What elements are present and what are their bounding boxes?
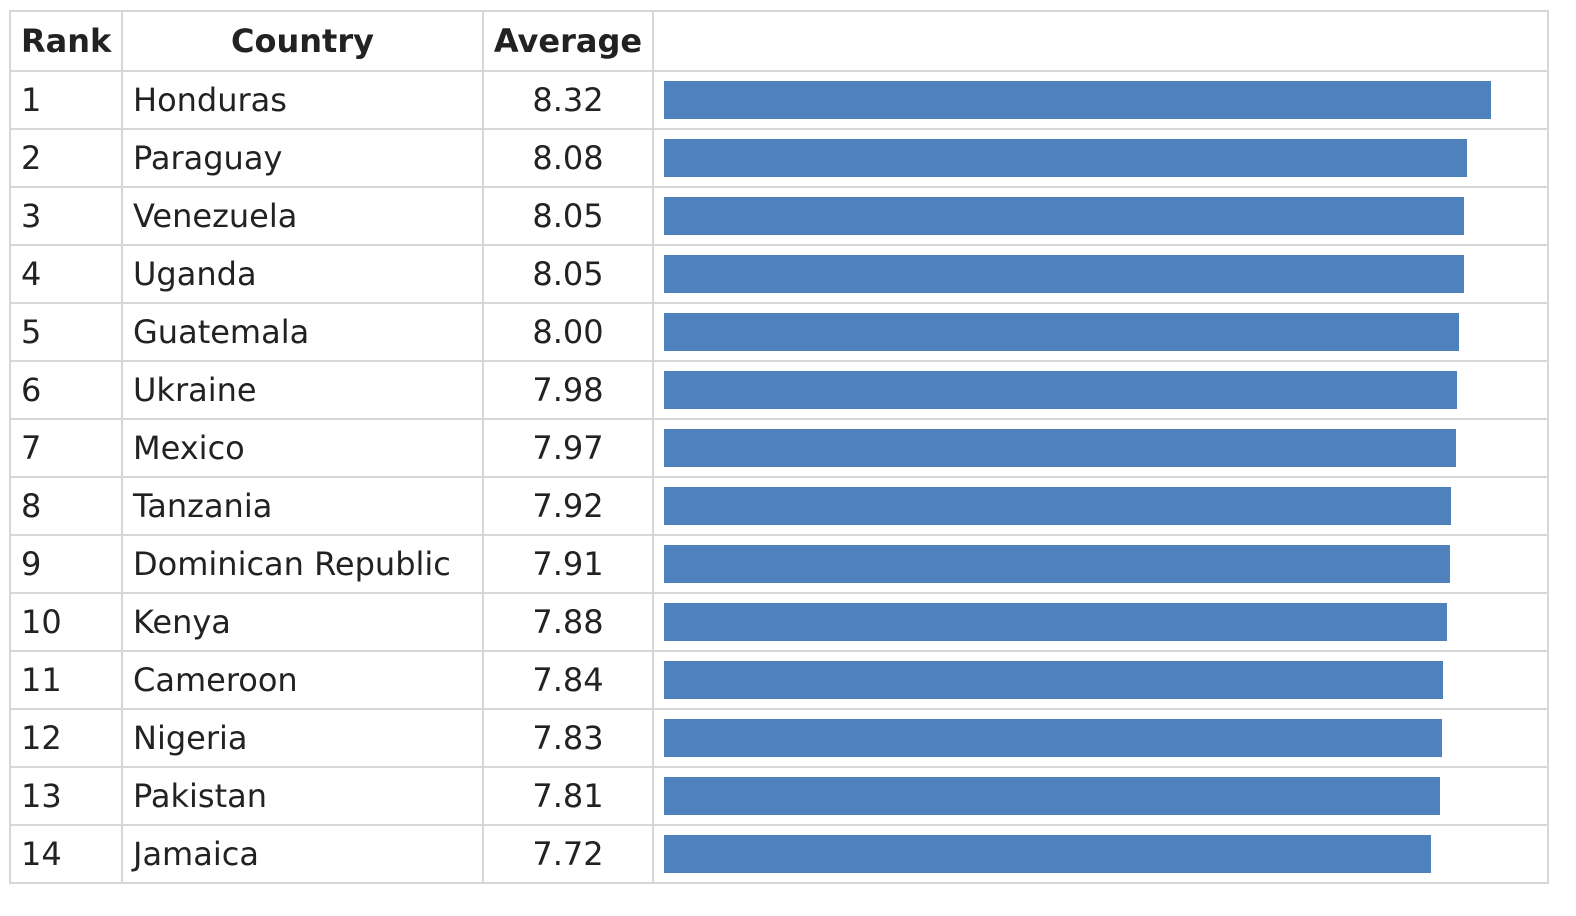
country-header: Country <box>121 10 484 72</box>
average-cell: 7.72 <box>482 824 654 884</box>
bar-cell <box>652 824 1549 884</box>
rank-cell: 6 <box>9 360 123 420</box>
bar-uganda <box>664 255 1464 293</box>
bar-pakistan <box>664 777 1440 815</box>
table-row: 13 Pakistan 7.81 <box>9 766 1549 826</box>
bar-kenya <box>664 603 1447 641</box>
rank-header: Rank <box>9 10 123 72</box>
country-cell: Honduras <box>121 70 484 130</box>
bar-cell <box>652 418 1549 478</box>
average-cell: 8.00 <box>482 302 654 362</box>
average-header: Average <box>482 10 654 72</box>
average-cell: 7.97 <box>482 418 654 478</box>
bar-nigeria <box>664 719 1442 757</box>
average-cell: 8.32 <box>482 70 654 130</box>
rank-cell: 14 <box>9 824 123 884</box>
ranking-table: Rank Country Average 1 Honduras 8.32 2 Parag… <box>9 10 1549 884</box>
rank-cell: 13 <box>9 766 123 826</box>
bar-venezuela <box>664 197 1464 235</box>
table-row: 8 Tanzania 7.92 <box>9 476 1549 536</box>
average-cell: 7.88 <box>482 592 654 652</box>
average-cell: 7.92 <box>482 476 654 536</box>
table-row: 7 Mexico 7.97 <box>9 418 1549 478</box>
country-cell: Tanzania <box>121 476 484 536</box>
average-cell: 8.08 <box>482 128 654 188</box>
average-cell: 8.05 <box>482 244 654 304</box>
header-row: Rank Country Average <box>9 10 1549 72</box>
table-row: 9 Dominican Republic 7.91 <box>9 534 1549 594</box>
bar-cell <box>652 360 1549 420</box>
country-cell: Ukraine <box>121 360 484 420</box>
bar-mexico <box>664 429 1456 467</box>
bar-ukraine <box>664 371 1457 409</box>
country-cell: Kenya <box>121 592 484 652</box>
rank-cell: 9 <box>9 534 123 594</box>
bar-cell <box>652 476 1549 536</box>
table-row: 3 Venezuela 8.05 <box>9 186 1549 246</box>
bar-cell <box>652 708 1549 768</box>
country-cell: Pakistan <box>121 766 484 826</box>
average-cell: 7.84 <box>482 650 654 710</box>
bar-dominican-republic <box>664 545 1450 583</box>
table-row: 14 Jamaica 7.72 <box>9 824 1549 884</box>
bar-honduras <box>664 81 1491 119</box>
table-row: 11 Cameroon 7.84 <box>9 650 1549 710</box>
bar-cell <box>652 650 1549 710</box>
country-cell: Uganda <box>121 244 484 304</box>
bar-cameroon <box>664 661 1443 699</box>
rank-cell: 7 <box>9 418 123 478</box>
rank-cell: 1 <box>9 70 123 130</box>
average-cell: 7.91 <box>482 534 654 594</box>
table-row: 1 Honduras 8.32 <box>9 70 1549 130</box>
country-cell: Paraguay <box>121 128 484 188</box>
country-cell: Guatemala <box>121 302 484 362</box>
rank-cell: 2 <box>9 128 123 188</box>
bar-cell <box>652 244 1549 304</box>
average-cell: 7.98 <box>482 360 654 420</box>
average-cell: 8.05 <box>482 186 654 246</box>
bar-paraguay <box>664 139 1467 177</box>
table-row: 5 Guatemala 8.00 <box>9 302 1549 362</box>
country-cell: Dominican Republic <box>121 534 484 594</box>
bar-jamaica <box>664 835 1431 873</box>
rank-cell: 8 <box>9 476 123 536</box>
bar-tanzania <box>664 487 1451 525</box>
bar-cell <box>652 302 1549 362</box>
rank-cell: 5 <box>9 302 123 362</box>
bar-cell <box>652 534 1549 594</box>
bar-cell <box>652 186 1549 246</box>
country-cell: Nigeria <box>121 708 484 768</box>
table-row: 4 Uganda 8.05 <box>9 244 1549 304</box>
country-cell: Mexico <box>121 418 484 478</box>
bar-header <box>652 10 1549 72</box>
table-row: 10 Kenya 7.88 <box>9 592 1549 652</box>
rank-cell: 12 <box>9 708 123 768</box>
bar-guatemala <box>664 313 1459 351</box>
bar-cell <box>652 70 1549 130</box>
rank-cell: 11 <box>9 650 123 710</box>
table-row: 12 Nigeria 7.83 <box>9 708 1549 768</box>
bar-cell <box>652 766 1549 826</box>
average-cell: 7.81 <box>482 766 654 826</box>
country-cell: Cameroon <box>121 650 484 710</box>
rank-cell: 4 <box>9 244 123 304</box>
average-cell: 7.83 <box>482 708 654 768</box>
country-cell: Jamaica <box>121 824 484 884</box>
rank-cell: 3 <box>9 186 123 246</box>
country-cell: Venezuela <box>121 186 484 246</box>
table-row: 6 Ukraine 7.98 <box>9 360 1549 420</box>
table-body: 1 Honduras 8.32 2 Paraguay 8.08 3 Venezuela 8.05… <box>9 70 1549 884</box>
rank-cell: 10 <box>9 592 123 652</box>
bar-cell <box>652 592 1549 652</box>
table-row: 2 Paraguay 8.08 <box>9 128 1549 188</box>
bar-cell <box>652 128 1549 188</box>
